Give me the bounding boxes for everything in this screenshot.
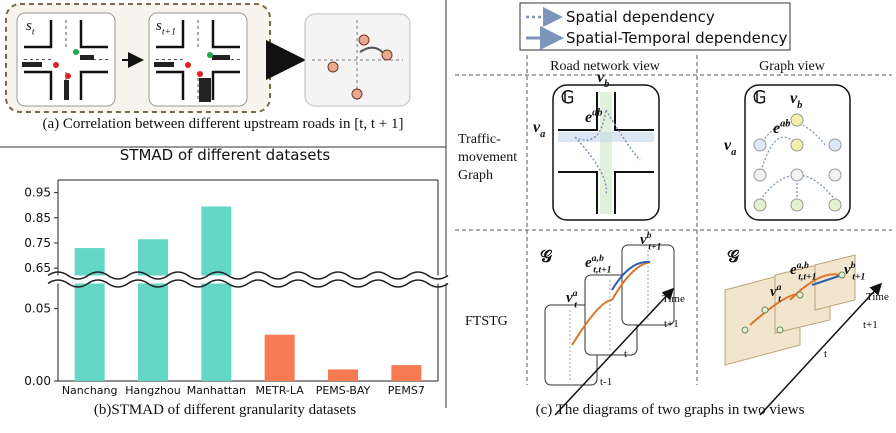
math-sub: a (540, 129, 545, 140)
math-label: 𝒢 (727, 247, 740, 266)
signal (65, 73, 71, 79)
chart-title: STMAD of different datasets (120, 146, 331, 164)
math-sub: t (32, 27, 35, 38)
column-header: Road network view (550, 59, 661, 74)
math-label: va (724, 137, 736, 158)
x-tick-label: Hangzhou (125, 384, 180, 397)
math-sub: b (604, 79, 609, 90)
bar-chart: 0.00 0.05 0.65 0.75 0.85 0.95 Nanchang Hangzhou… (24, 180, 448, 397)
axis-break (48, 276, 448, 284)
bar (138, 239, 168, 381)
math-sup: b (851, 260, 856, 271)
math-base: 𝒢 (727, 247, 740, 266)
y-tick-label: 0.65 (24, 261, 51, 275)
y-tick-label: 0.00 (24, 374, 51, 388)
column-header: Graph view (759, 59, 826, 74)
signal (207, 52, 213, 58)
row-label: Traffic- (458, 132, 501, 147)
y-tick-label: 0.85 (24, 211, 51, 225)
math-sup: b (647, 230, 652, 241)
math-sup: a,b (592, 253, 604, 264)
math-label: 𝒢 (540, 247, 553, 266)
x-tick-label: PEMS7 (388, 384, 425, 397)
math-sup: a,b (797, 260, 809, 271)
time-label: t+1 (664, 318, 679, 330)
math-sub: t (778, 293, 781, 304)
math-base: 𝔾 (561, 88, 574, 107)
bar (328, 369, 358, 381)
signal (185, 62, 191, 68)
signal (53, 62, 59, 68)
math-label: 𝔾 (561, 88, 574, 107)
signal (197, 71, 203, 77)
time-label: t+1 (863, 319, 878, 331)
row-label: Graph (458, 168, 493, 183)
math-sup: a (573, 288, 578, 299)
math-sub: t+1 (648, 241, 661, 252)
math-sub: t+1 (162, 27, 176, 38)
time-label: t (624, 348, 627, 360)
math-sup: ab (592, 108, 602, 119)
y-tick-label: 0.95 (24, 186, 51, 200)
caption: (b)STMAD of different granularity datase… (94, 402, 356, 418)
math-sub: t,t+1 (798, 271, 816, 282)
math-sub: t (574, 299, 577, 310)
x-tick-label: PEMS-BAY (316, 384, 371, 397)
math-sup: a (777, 282, 782, 293)
signal (73, 49, 79, 55)
time-label: t (824, 348, 827, 360)
caption: (a) Correlation between different upstre… (43, 116, 404, 132)
bar (391, 365, 421, 381)
math-sub: t,t+1 (593, 264, 611, 275)
math-base: 𝒢 (540, 247, 553, 266)
math-base: e (773, 120, 780, 137)
math-sup: ab (780, 119, 790, 130)
time-label: Time (662, 293, 685, 305)
lane (558, 132, 654, 142)
legend-label: Spatial dependency (566, 8, 715, 26)
math-base: e (585, 109, 592, 126)
row-label: movement (458, 150, 517, 165)
time-label: t-1 (600, 376, 612, 388)
x-tick-label: Manhattan (187, 384, 246, 397)
x-tick-label: METR-LA (256, 384, 305, 397)
time-label: Time (866, 291, 889, 303)
row-label: FTSTG (465, 314, 508, 329)
math-sub: b (797, 100, 802, 111)
math-label: va (533, 119, 545, 140)
bar (201, 206, 231, 381)
math-sub: a (731, 147, 736, 158)
math-label: 𝔾 (753, 88, 766, 107)
y-tick-label: 0.05 (24, 302, 51, 316)
math-base: 𝔾 (753, 88, 766, 107)
bar (75, 248, 105, 381)
bar (265, 335, 295, 381)
legend-label: Spatial-Temporal dependency (566, 29, 788, 47)
math-sub: t+1 (852, 271, 865, 282)
x-tick-label: Nanchang (62, 384, 118, 397)
y-tick-label: 0.75 (24, 236, 51, 250)
figure: (a) Correlation between different upstre… (0, 0, 896, 428)
caption: (c) The diagrams of two graphs in two vi… (536, 402, 805, 418)
